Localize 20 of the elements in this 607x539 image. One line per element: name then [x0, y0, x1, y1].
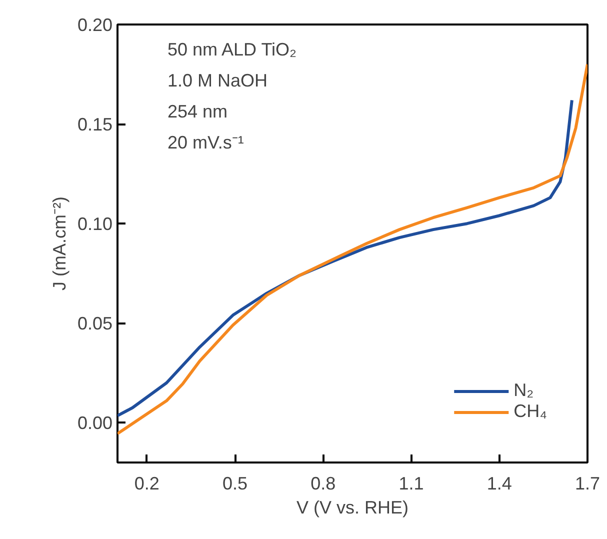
x-axis-title: V (V vs. RHE) — [296, 498, 409, 518]
y-tick-label: 0.00 — [77, 413, 113, 434]
y-axis-title: J (mA.cm⁻²) — [49, 196, 70, 290]
annotation: 50 nm ALD TiO₂ — [168, 40, 297, 60]
x-tick-label: 1.7 — [574, 474, 600, 494]
x-tick-label: 0.2 — [134, 474, 160, 494]
x-tick-label: 1.1 — [398, 474, 424, 494]
x-tick-label: 1.4 — [486, 474, 512, 494]
annotation: 1.0 M NaOH — [168, 70, 268, 90]
y-tick-label: 0.10 — [77, 214, 113, 234]
y-tick-label: 0.20 — [77, 15, 113, 35]
x-tick-label: 0.5 — [222, 474, 248, 494]
line-series — [118, 62, 588, 436]
y-tick-label: 0.05 — [77, 314, 113, 334]
annotation: 20 mV.s⁻¹ — [168, 132, 244, 152]
y-tick-label: 0.15 — [77, 114, 113, 135]
annotation: 254 nm — [168, 102, 228, 122]
legend-label: N₂ — [514, 380, 534, 401]
legend-label: CH₄ — [514, 401, 547, 422]
x-tick-label: 0.8 — [310, 474, 336, 494]
